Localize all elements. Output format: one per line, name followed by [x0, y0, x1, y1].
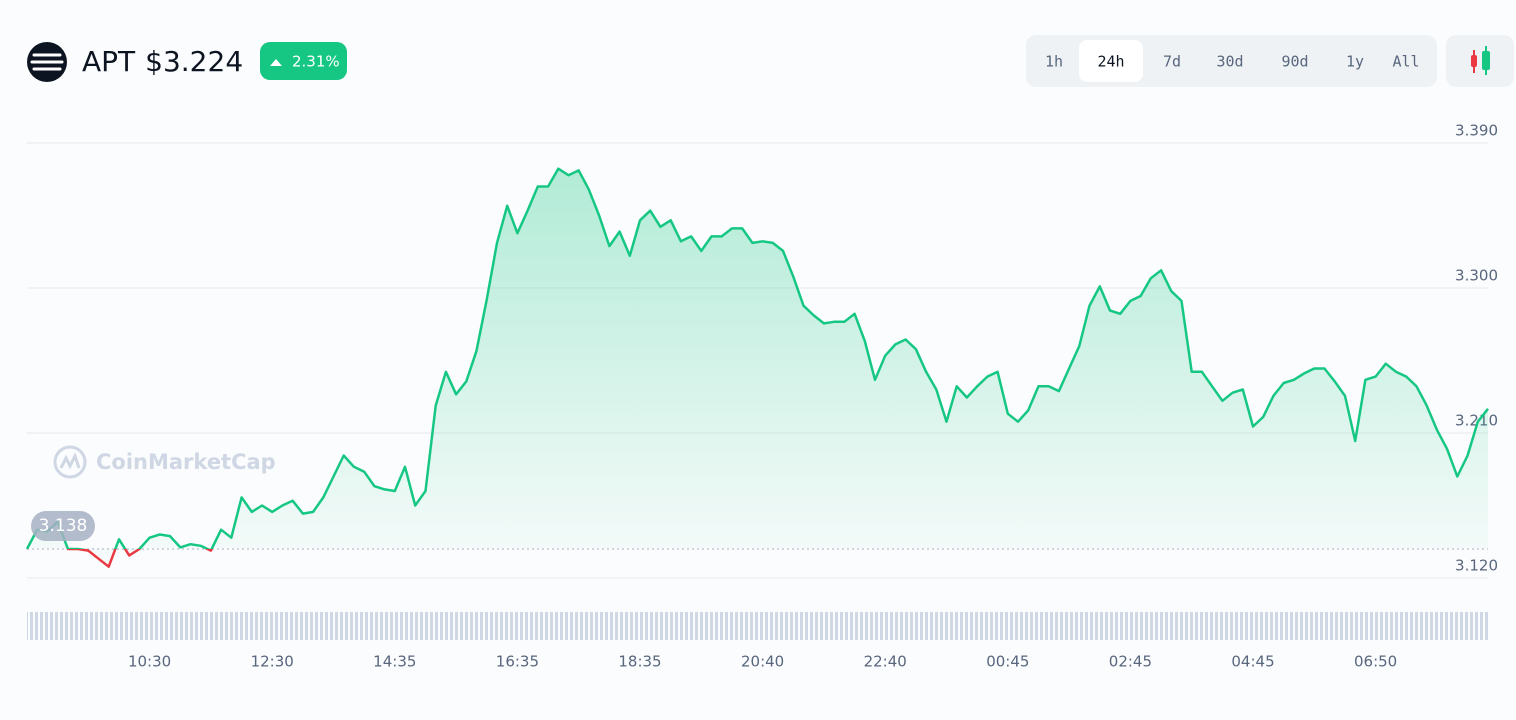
price-line	[25, 167, 1489, 568]
range-button[interactable]: 90d	[1281, 53, 1308, 71]
range-button[interactable]: 24h	[1097, 53, 1124, 71]
x-tick-label: 14:35	[373, 653, 416, 671]
x-tick-label: 02:45	[1109, 653, 1152, 671]
x-tick-label: 12:30	[251, 653, 294, 671]
range-button[interactable]: 1h	[1045, 53, 1063, 71]
x-tick-label: 10:30	[128, 653, 171, 671]
change-badge: 2.31%	[260, 42, 347, 80]
range-button[interactable]: 7d	[1163, 53, 1181, 71]
x-tick-label: 22:40	[864, 653, 907, 671]
x-tick-label: 06:50	[1354, 653, 1397, 671]
y-tick-label: 3.300	[1455, 266, 1498, 284]
watermark: CoinMarketCap	[96, 450, 276, 474]
range-button[interactable]: 1y	[1346, 53, 1364, 71]
range-button[interactable]: All	[1392, 53, 1419, 71]
symbol: APT	[82, 45, 136, 78]
x-tick-label: 16:35	[496, 653, 539, 671]
chart-type-button[interactable]	[1446, 35, 1514, 87]
x-tick-label: 18:35	[618, 653, 661, 671]
range-button[interactable]: 30d	[1216, 53, 1243, 71]
change: 2.31%	[292, 53, 340, 71]
range-selected	[1079, 40, 1143, 82]
x-tick-label: 20:40	[741, 653, 784, 671]
area	[27, 168, 1488, 567]
y-tick-label: 3.390	[1455, 121, 1498, 139]
y-tick-label: 3.120	[1455, 557, 1498, 575]
baseline-badge	[31, 510, 95, 541]
x-tick-label: 04:45	[1231, 653, 1274, 671]
logo	[27, 42, 67, 82]
watermark-logo	[53, 445, 87, 479]
x-tick-label: 00:45	[986, 653, 1029, 671]
price: $3.224	[145, 45, 243, 78]
volume-strip	[27, 612, 1490, 640]
baseline-label: 3.138	[39, 516, 88, 536]
